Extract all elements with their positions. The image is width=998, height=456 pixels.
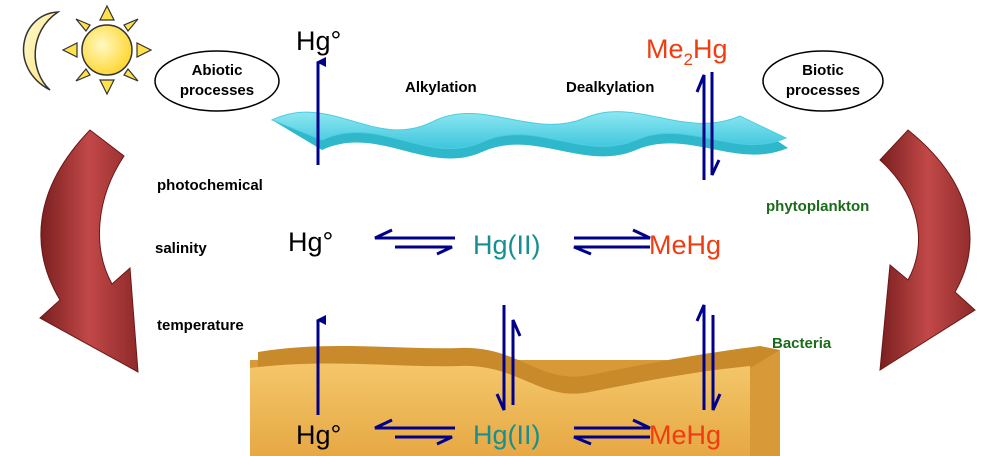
- biotic-label-line2: processes: [786, 82, 860, 99]
- top-hg0-label: Hg°: [296, 26, 341, 56]
- bacteria-label: Bacteria: [772, 335, 832, 352]
- equilibrium-water-hg2-mehg: [573, 228, 651, 256]
- alkylation-label: Alkylation: [405, 79, 477, 96]
- dealkylation-label: Dealkylation: [566, 79, 654, 96]
- temperature-label: temperature: [157, 317, 244, 334]
- sun-icon: [61, 4, 153, 96]
- phytoplankton-label: phytoplankton: [766, 198, 869, 215]
- water-mehg-label: MeHg: [649, 230, 721, 260]
- photochemical-label: photochemical: [157, 177, 263, 194]
- equilibrium-hg2-water-sediment: [495, 305, 522, 411]
- curved-arrow-left-icon: [39, 129, 139, 373]
- curved-arrow-right-icon: [879, 129, 976, 371]
- salinity-label: salinity: [155, 240, 207, 257]
- abiotic-label-line1: Abiotic: [192, 62, 243, 79]
- abiotic-label-line2: processes: [180, 82, 254, 99]
- equilibrium-mehg-water-sediment: [695, 304, 722, 411]
- equilibrium-sediment-hg0-hg2: [374, 418, 455, 446]
- water-hg2-label: Hg(II): [473, 230, 541, 260]
- sediment-hg2-label: Hg(II): [473, 420, 541, 450]
- biotic-ellipse: [762, 50, 884, 112]
- water-hg0-label: Hg°: [288, 227, 333, 257]
- sediment-mehg-label: MeHg: [649, 420, 721, 450]
- equilibrium-water-hg0-hg2: [374, 228, 455, 256]
- top-me2hg-label: Me2Hg: [646, 34, 728, 69]
- biotic-label-line1: Biotic: [802, 62, 844, 79]
- moon-icon: [22, 11, 61, 91]
- equilibrium-me2hg-mehg: [695, 72, 721, 180]
- equilibrium-sediment-hg2-mehg: [573, 418, 651, 446]
- sediment-hg0-label: Hg°: [296, 420, 341, 450]
- abiotic-ellipse: [154, 50, 280, 112]
- water-wave: [270, 111, 788, 159]
